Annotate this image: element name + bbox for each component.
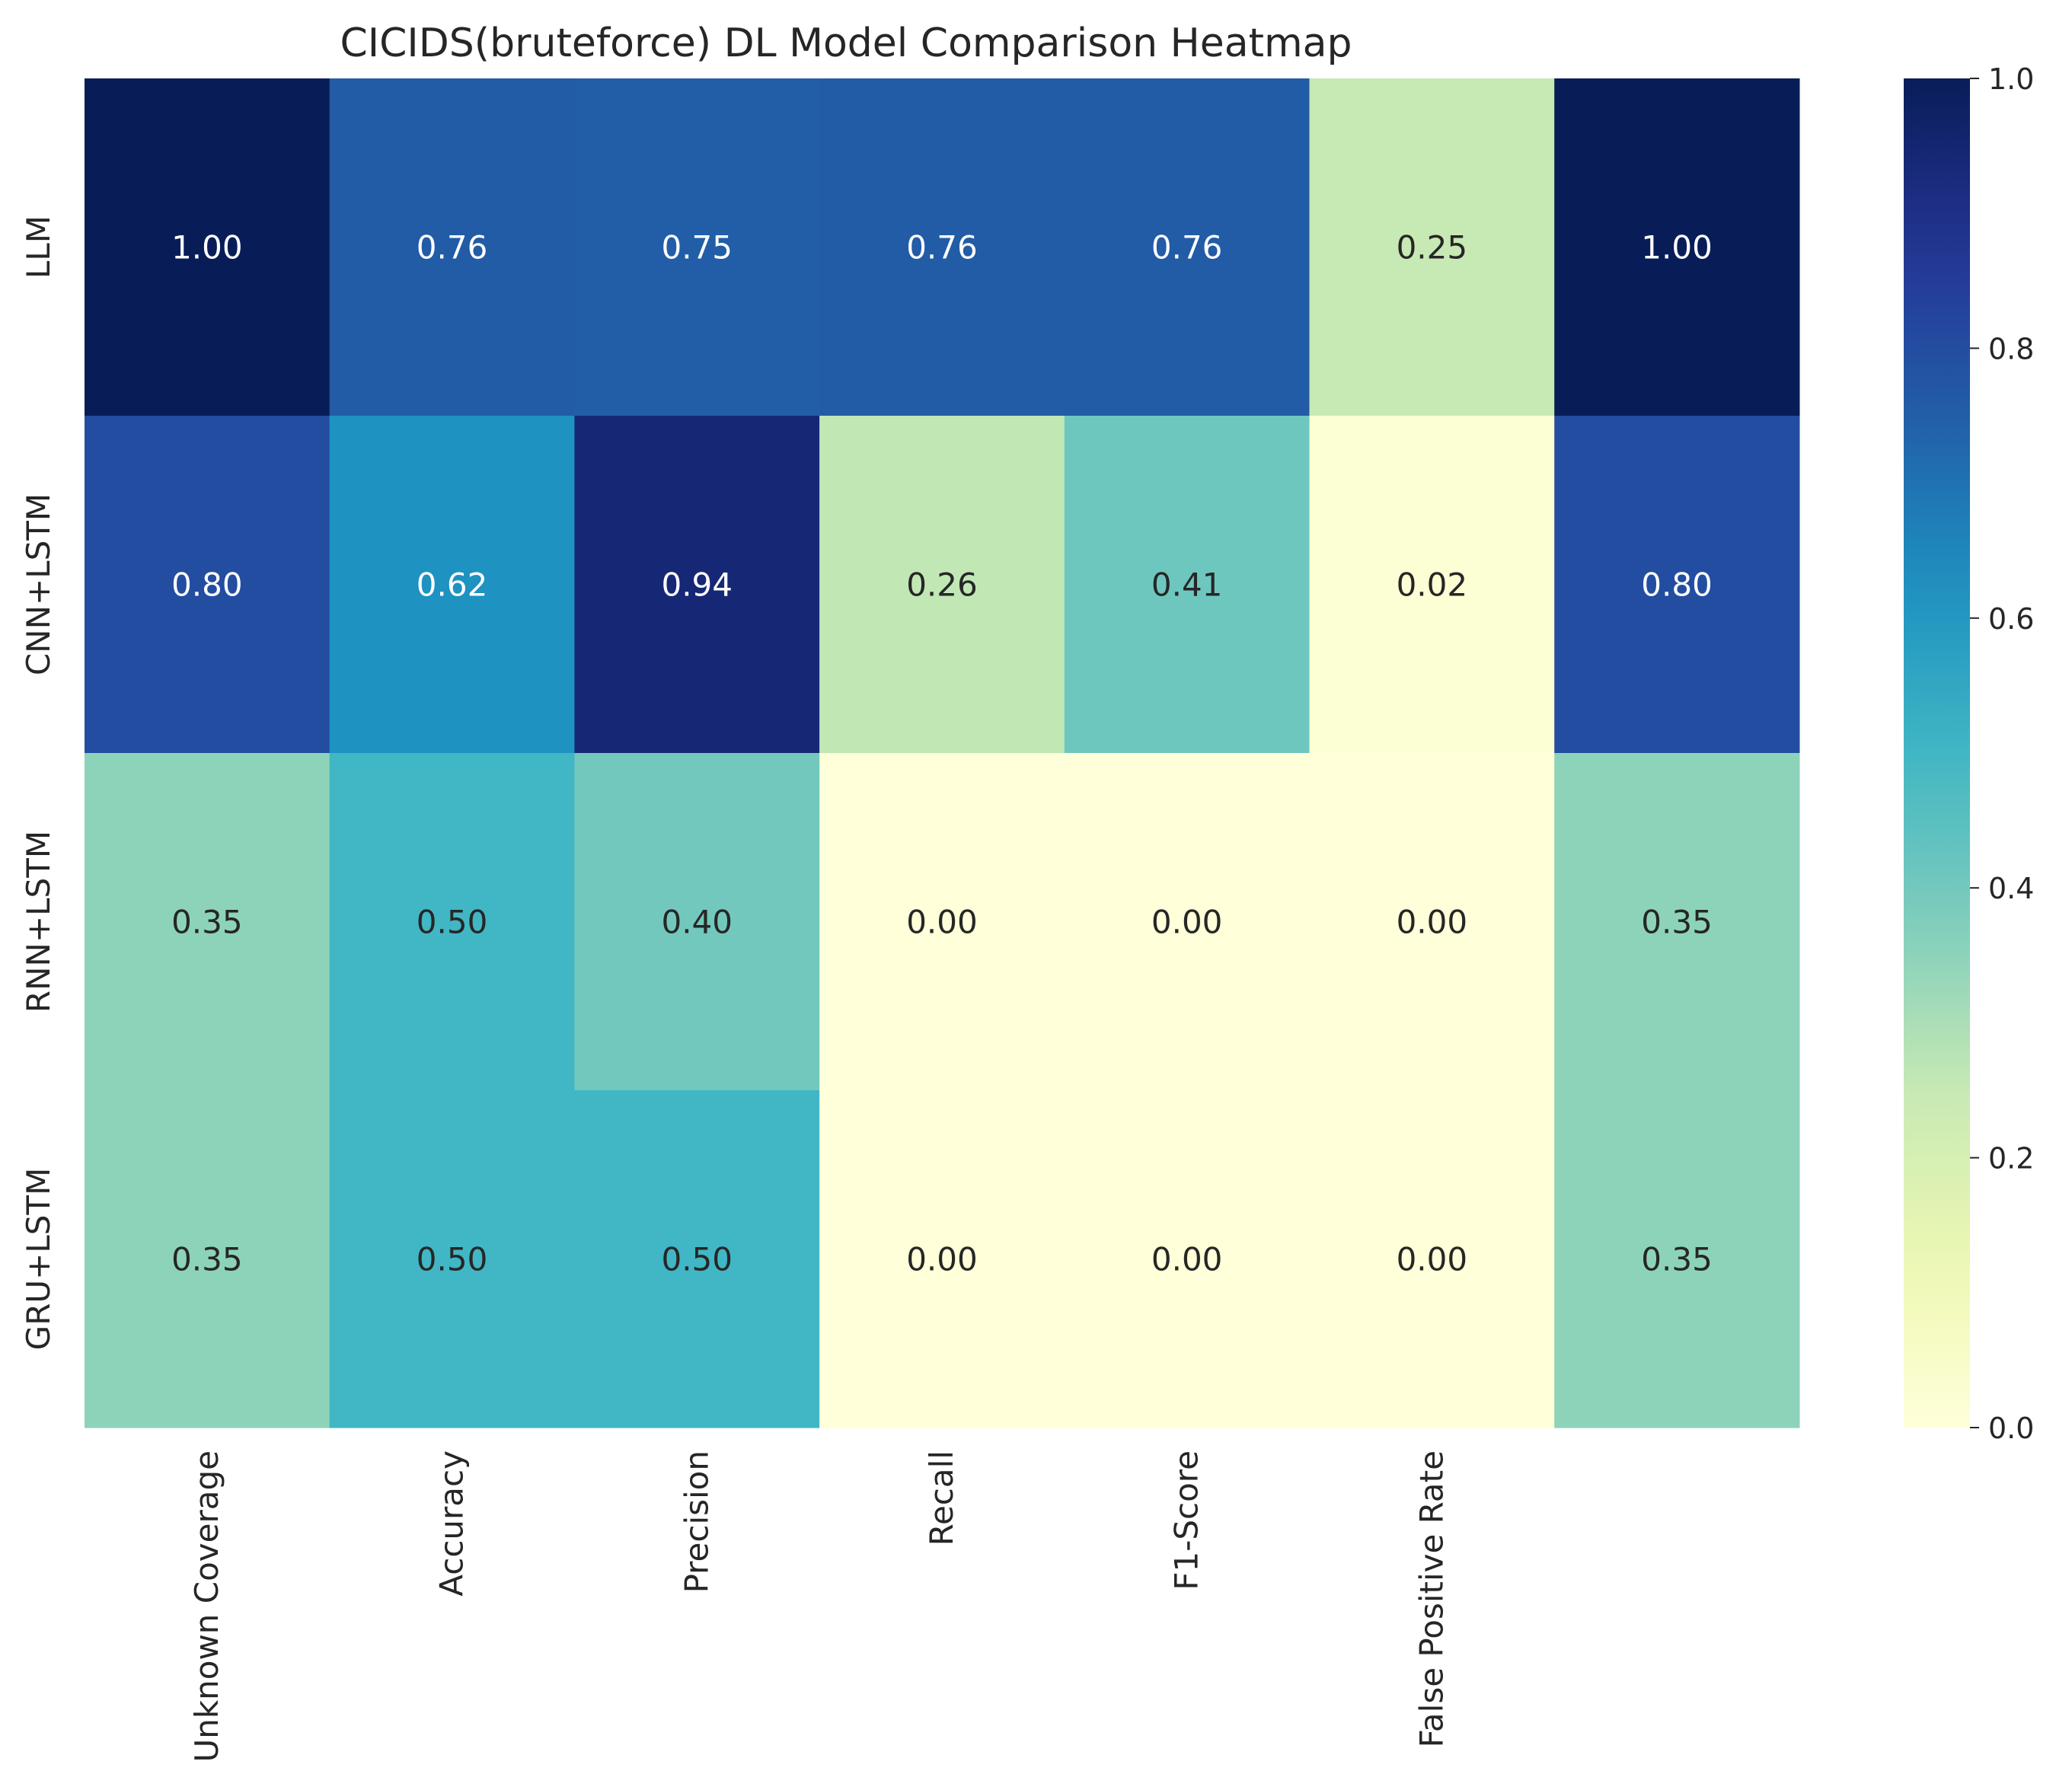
heatmap-cell — [1064, 416, 1311, 754]
row-label: GRU+LSTM — [20, 1168, 57, 1351]
heatmap-cell — [574, 78, 820, 416]
heatmap-cell — [819, 416, 1065, 754]
cell-value-label: 0.35 — [1641, 904, 1713, 941]
row-label: RNN+LSTM — [20, 831, 57, 1013]
cell-value-label: 0.40 — [661, 904, 733, 941]
cell-value-label: 0.00 — [1151, 904, 1223, 941]
cell-value-label: 0.76 — [417, 229, 488, 266]
colorbar-tick-label: 0.2 — [1988, 1142, 2034, 1176]
chart-title: CICIDS(bruteforce) DL Model Comparison H… — [340, 21, 1352, 66]
heatmap-cell — [1554, 78, 1800, 416]
heatmap-cell — [574, 416, 820, 754]
cell-value-label: 0.00 — [1397, 1241, 1468, 1278]
heatmap-cell — [1554, 416, 1800, 754]
heatmap-cell — [329, 753, 575, 1091]
cell-value-label: 0.50 — [661, 1241, 733, 1278]
colorbar-tick-label: 1.0 — [1988, 62, 2034, 96]
colorbar: 0.0 0.2 0.4 0.6 0.8 1.0 — [1904, 62, 2034, 1445]
cell-value-label: 0.00 — [1397, 904, 1468, 941]
cell-value-label: 1.00 — [171, 229, 243, 266]
colorbar-gradient — [1904, 78, 1970, 1428]
cell-value-label: 0.76 — [1151, 229, 1223, 266]
colorbar-tick-label: 0.0 — [1988, 1412, 2034, 1445]
heatmap-cell — [329, 1090, 575, 1428]
cell-value-label: 0.35 — [171, 1241, 243, 1278]
heatmap-cell — [85, 753, 330, 1091]
column-label: Accuracy — [433, 1450, 471, 1597]
heatmap-cell — [1064, 1090, 1311, 1428]
column-label: False Positive Rate — [1413, 1450, 1450, 1747]
column-label: F1-Score — [1168, 1450, 1205, 1591]
column-label: Precision — [678, 1450, 715, 1593]
heatmap-cell — [85, 416, 330, 754]
cell-value-label: 0.00 — [906, 1241, 978, 1278]
row-tick-labels: LLM CNN+LSTM RNN+LSTM GRU+LSTM — [20, 215, 57, 1350]
heatmap-cell — [1554, 753, 1800, 1091]
row-label: LLM — [20, 215, 57, 279]
heatmap-cell — [1309, 78, 1555, 416]
heatmap-cell — [574, 1090, 820, 1428]
column-label: Recall — [923, 1450, 960, 1546]
heatmap-cell — [1554, 1090, 1800, 1428]
cell-value-label: 0.80 — [171, 566, 243, 604]
heatmap-cell — [329, 78, 575, 416]
heatmap-cell — [1309, 416, 1555, 754]
cell-value-label: 0.75 — [661, 229, 733, 266]
heatmap-cell — [1064, 753, 1311, 1091]
cell-value-label: 0.26 — [906, 566, 978, 604]
colorbar-tick-label: 0.8 — [1988, 332, 2034, 365]
cell-value-label: 0.76 — [906, 229, 978, 266]
cell-value-label: 1.00 — [1641, 229, 1713, 266]
row-label: CNN+LSTM — [20, 493, 57, 675]
heatmap-cell — [85, 1090, 330, 1428]
heatmap-cell — [819, 78, 1065, 416]
cell-value-label: 0.80 — [1641, 566, 1713, 604]
cell-value-label: 0.35 — [1641, 1241, 1713, 1278]
cell-value-label: 0.94 — [661, 566, 733, 604]
heatmap-cells — [85, 78, 1800, 1428]
cell-value-label: 0.25 — [1397, 229, 1468, 266]
colorbar-tick-label: 0.4 — [1988, 872, 2034, 905]
heatmap-cell — [1309, 1090, 1555, 1428]
cell-value-label: 0.50 — [417, 1241, 488, 1278]
heatmap-cell — [329, 416, 575, 754]
cell-value-label: 0.00 — [906, 904, 978, 941]
heatmap-cell — [1064, 78, 1311, 416]
heatmap-cell — [1309, 753, 1555, 1091]
heatmap-cell — [574, 753, 820, 1091]
cell-value-label: 0.00 — [1151, 1241, 1223, 1278]
heatmap-cell-labels: 1.00 0.76 0.75 0.76 0.76 0.25 1.00 0.80 0.62 0.94… — [171, 229, 1713, 1278]
heatmap-cell — [819, 1090, 1065, 1428]
heatmap-cell — [819, 753, 1065, 1091]
cell-value-label: 0.35 — [171, 904, 243, 941]
cell-value-label: 0.02 — [1397, 566, 1468, 604]
colorbar-tick-label: 0.6 — [1988, 602, 2034, 636]
column-label: Unknown Coverage — [188, 1450, 225, 1763]
cell-value-label: 0.50 — [417, 904, 488, 941]
heatmap-cell — [85, 78, 330, 416]
cell-value-label: 0.62 — [417, 566, 488, 604]
column-tick-labels: Unknown Coverage Accuracy Precision Recall F… — [188, 1450, 1450, 1763]
cell-value-label: 0.41 — [1151, 566, 1223, 604]
